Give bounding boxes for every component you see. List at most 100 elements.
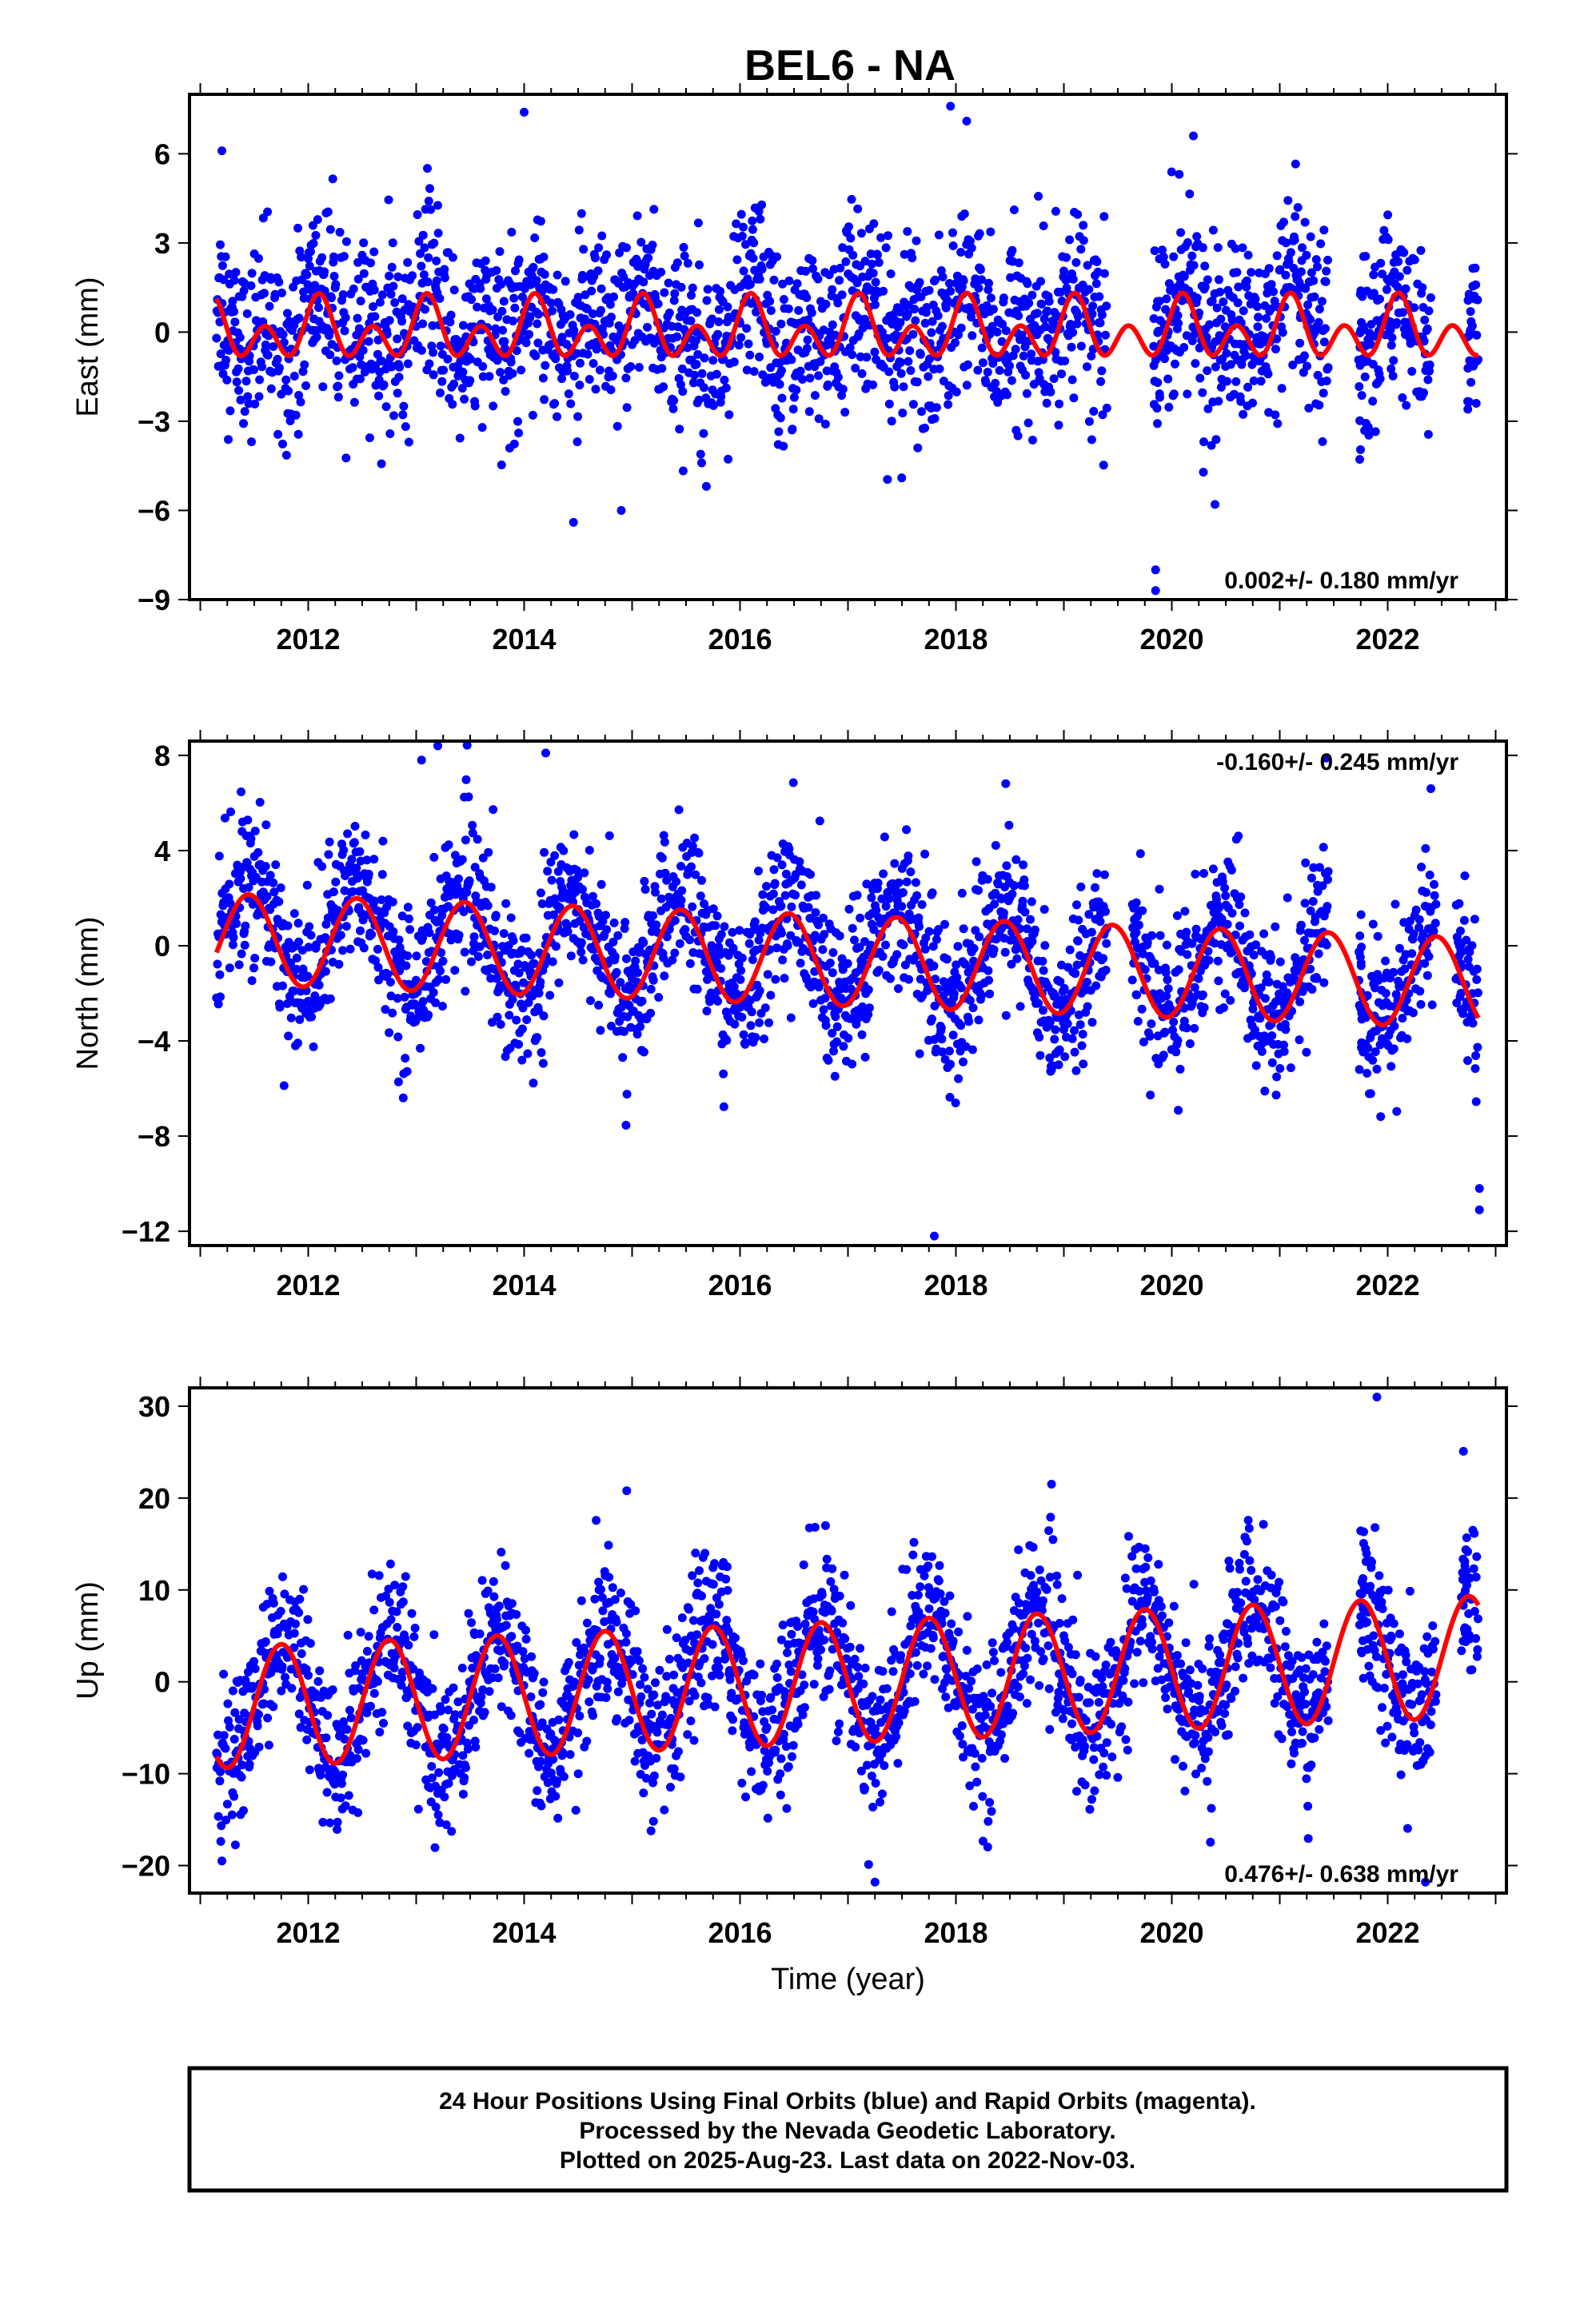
data-point	[762, 882, 771, 891]
data-point	[1395, 272, 1404, 281]
data-point	[999, 293, 1008, 302]
data-point	[890, 859, 899, 868]
data-point	[448, 400, 457, 409]
data-point	[333, 1818, 342, 1827]
data-point	[1039, 967, 1048, 975]
data-point	[1368, 397, 1377, 405]
data-point	[1254, 322, 1263, 331]
data-point	[540, 395, 549, 404]
data-point	[1019, 897, 1027, 906]
data-point	[678, 387, 687, 396]
data-point	[1191, 359, 1199, 368]
data-point	[1020, 881, 1029, 890]
data-point	[945, 1046, 954, 1055]
data-point	[1146, 1090, 1155, 1099]
data-point	[230, 1735, 239, 1744]
data-point	[222, 376, 231, 385]
data-point	[450, 285, 459, 294]
data-point	[468, 821, 477, 830]
data-point	[1245, 931, 1254, 939]
data-point	[1060, 984, 1069, 993]
data-point	[932, 935, 941, 944]
data-point	[458, 855, 467, 864]
data-point	[1028, 436, 1037, 444]
data-point	[1187, 252, 1196, 261]
data-point	[720, 923, 728, 931]
data-point	[591, 253, 600, 262]
data-point	[497, 307, 506, 316]
data-point	[497, 460, 506, 469]
data-point	[473, 835, 482, 843]
x-tick-label: 2014	[492, 1269, 556, 1302]
data-point	[357, 297, 365, 305]
data-point	[229, 1792, 238, 1801]
data-point	[255, 376, 264, 385]
data-point	[573, 437, 582, 446]
data-point	[1155, 254, 1164, 263]
data-point	[1136, 849, 1145, 858]
data-point	[433, 277, 441, 285]
data-point	[984, 279, 993, 288]
data-point	[839, 1042, 848, 1050]
data-point	[224, 435, 233, 444]
data-point	[1283, 196, 1292, 205]
data-point	[549, 285, 557, 294]
outlier-point	[617, 506, 626, 515]
data-point	[712, 370, 721, 379]
data-point	[578, 885, 587, 894]
data-point	[694, 218, 703, 227]
data-point	[1244, 251, 1253, 260]
data-point	[828, 285, 836, 294]
data-point	[777, 929, 786, 938]
data-point	[779, 442, 788, 451]
data-point	[720, 376, 728, 385]
data-point	[1079, 1059, 1087, 1068]
data-point	[1384, 235, 1393, 244]
data-point	[339, 290, 348, 299]
data-point	[1138, 1005, 1147, 1014]
data-point	[1099, 460, 1108, 469]
data-point	[1298, 243, 1307, 252]
data-point	[447, 311, 456, 320]
x-tick-label: 2016	[708, 1269, 772, 1302]
data-point	[1001, 779, 1010, 788]
data-point	[1426, 293, 1435, 302]
data-point	[1466, 307, 1475, 316]
data-point	[920, 850, 929, 859]
data-point	[897, 369, 906, 378]
data-point	[1294, 203, 1303, 212]
data-point	[287, 1014, 296, 1022]
data-point	[405, 925, 414, 934]
data-point	[991, 841, 1000, 850]
data-point	[897, 902, 906, 911]
data-point	[424, 1011, 433, 1019]
data-point	[607, 385, 616, 394]
data-point	[325, 838, 334, 847]
data-point	[584, 350, 592, 359]
data-point	[284, 1031, 293, 1040]
data-point	[1079, 221, 1087, 229]
data-point	[315, 981, 324, 990]
data-point	[1078, 1042, 1087, 1050]
data-point	[640, 1048, 648, 1057]
data-point	[1272, 1073, 1281, 1082]
data-point	[1272, 1090, 1281, 1099]
y-tick-label: 0	[154, 930, 170, 963]
data-point	[1410, 256, 1419, 265]
data-point	[912, 878, 920, 887]
data-point	[1323, 902, 1331, 911]
data-point	[828, 948, 837, 957]
data-point	[269, 879, 277, 887]
data-point	[1407, 367, 1416, 376]
data-point	[1309, 277, 1318, 285]
data-point	[692, 360, 701, 369]
x-tick-label: 2018	[924, 623, 988, 656]
data-point	[309, 1042, 318, 1051]
data-point	[255, 1743, 264, 1752]
data-point	[353, 1754, 361, 1763]
data-point	[1423, 376, 1432, 385]
data-point	[507, 914, 516, 923]
data-point	[492, 266, 501, 275]
data-point	[754, 867, 763, 875]
data-point	[856, 914, 864, 923]
